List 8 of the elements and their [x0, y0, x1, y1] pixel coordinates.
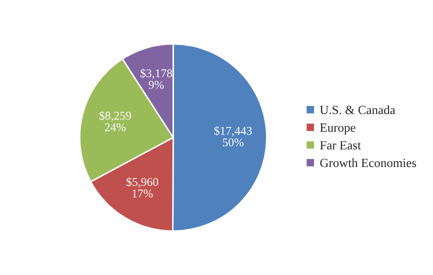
legend-label: Growth Economies [320, 158, 416, 168]
legend-label: Europe [320, 124, 356, 134]
data-label: $3,178 9% [140, 68, 172, 89]
data-label: $17,443 50% [214, 126, 252, 146]
legend-label: Far East [320, 141, 361, 150]
data-label: $8,259 24% [100, 111, 131, 132]
legend-label: U.S. & Canada [320, 105, 396, 114]
data-label: $5,960 17% [126, 177, 158, 198]
